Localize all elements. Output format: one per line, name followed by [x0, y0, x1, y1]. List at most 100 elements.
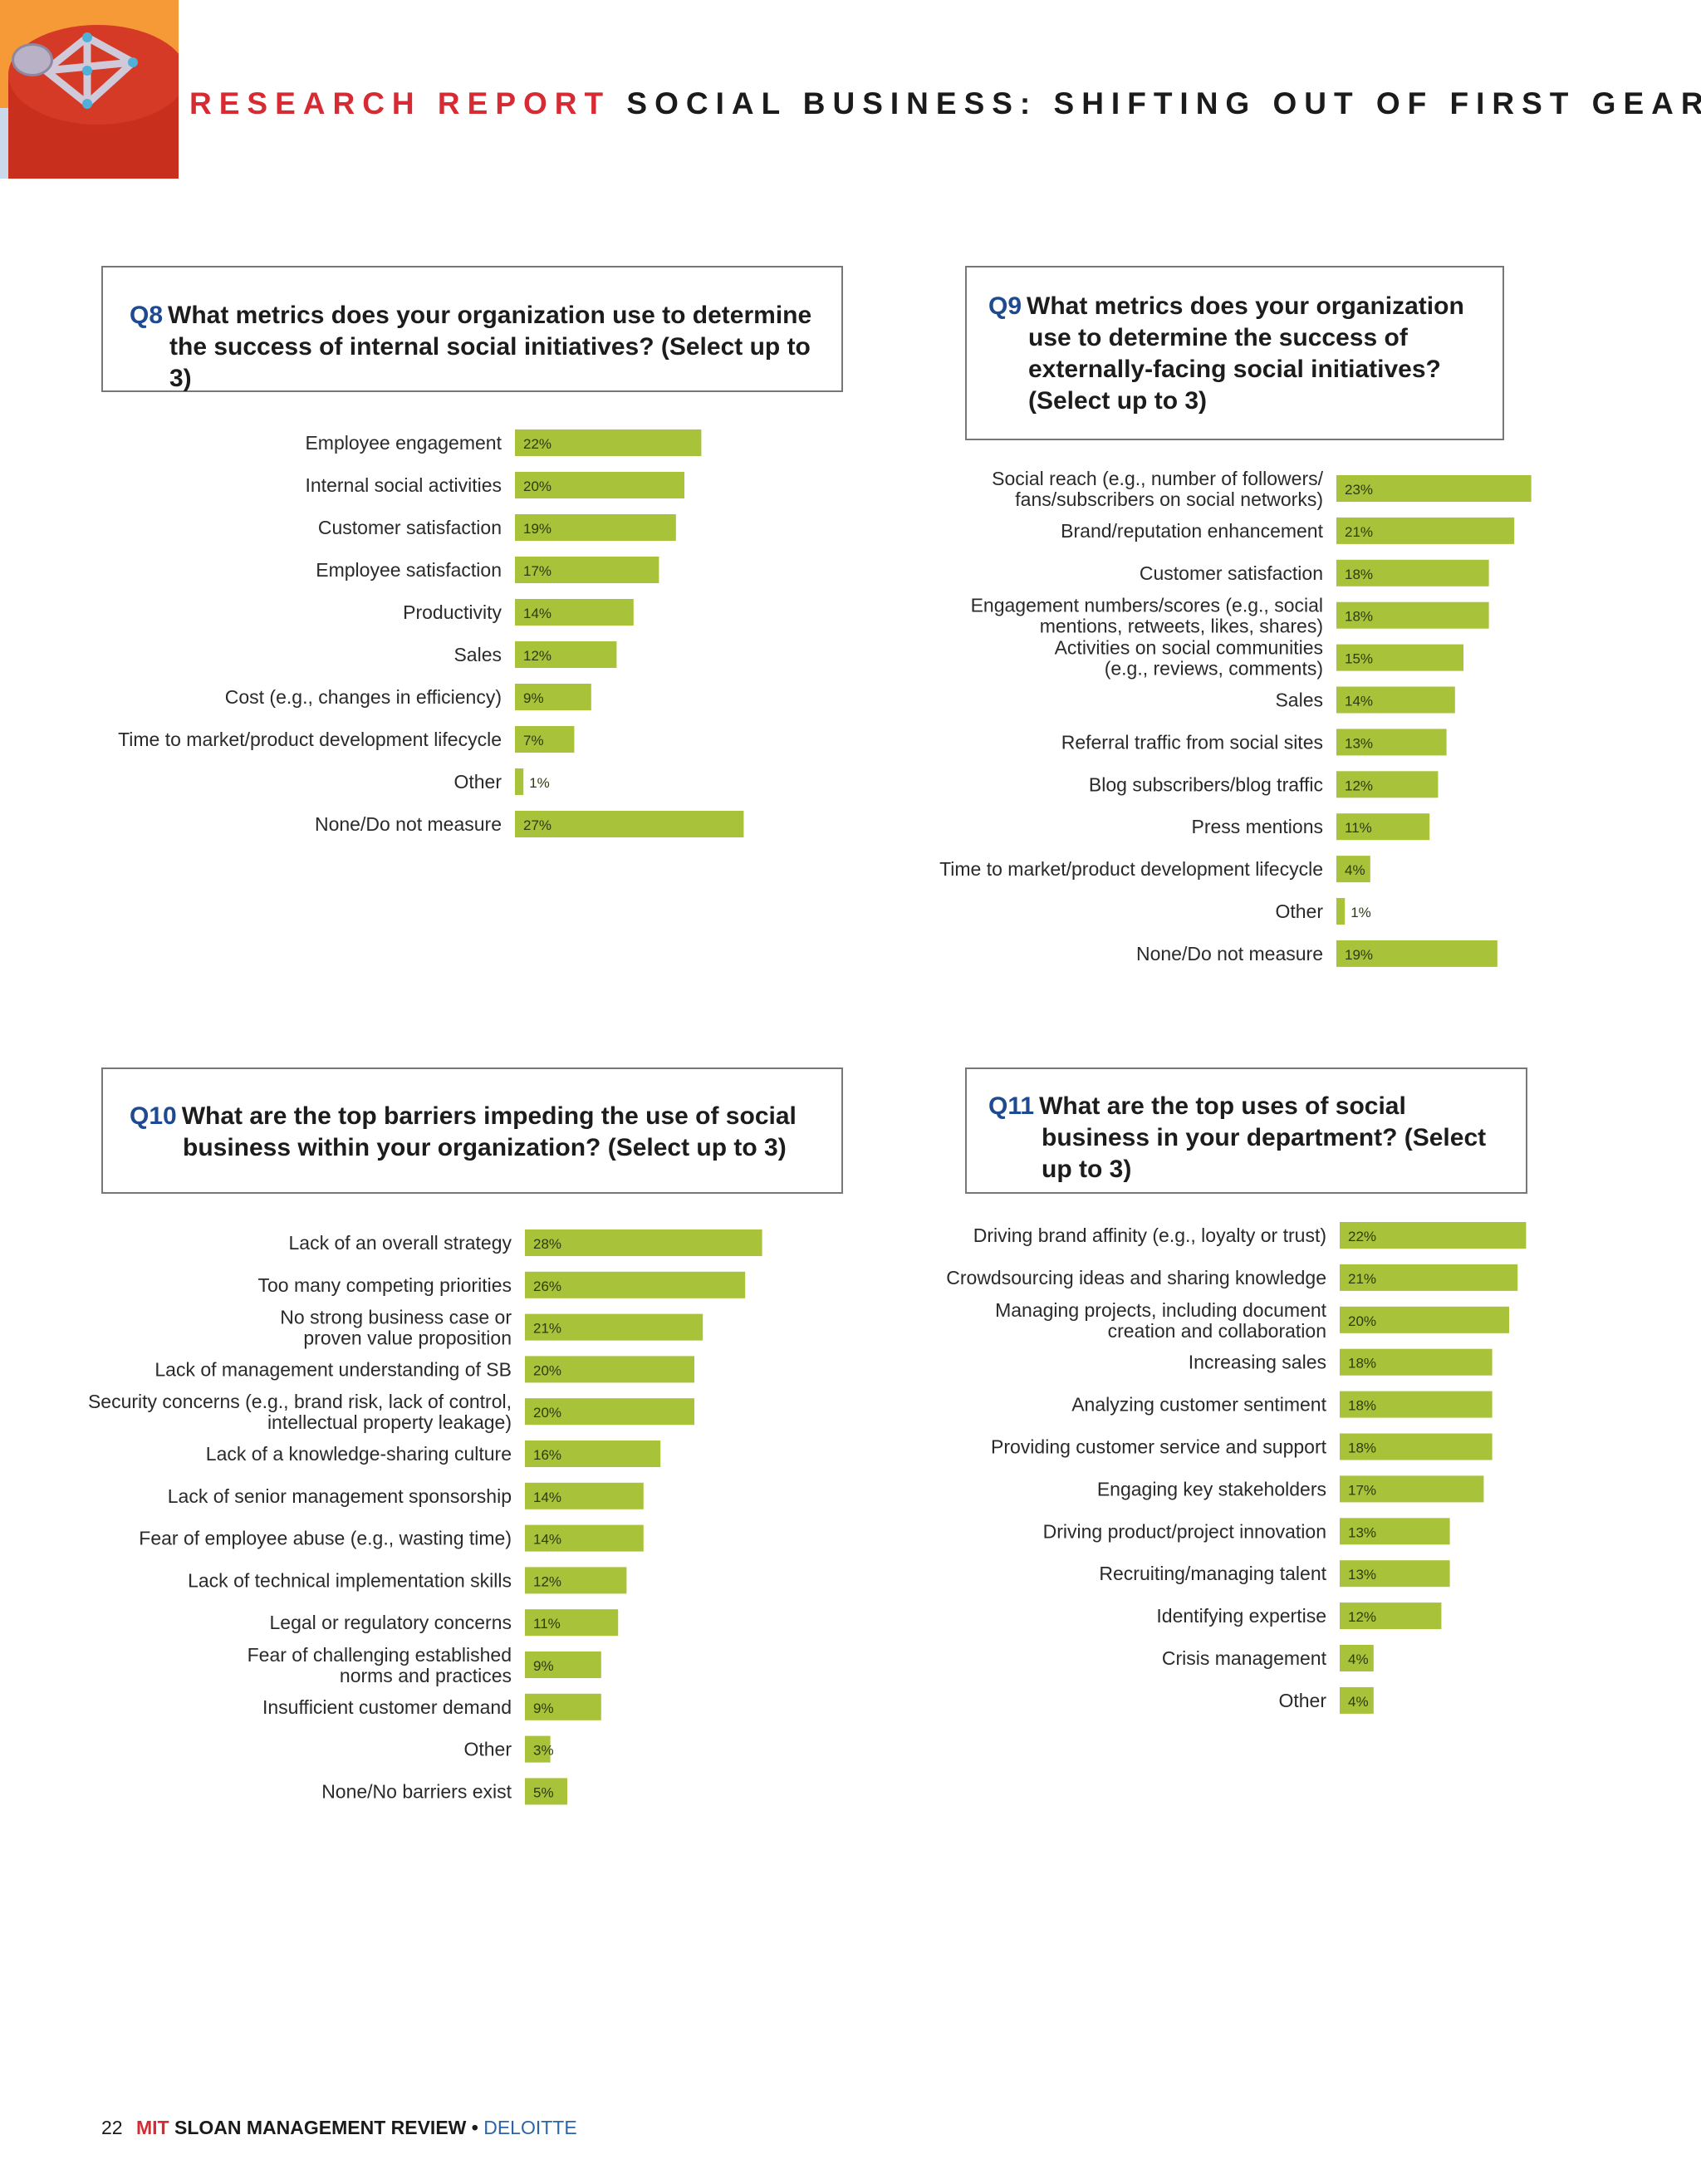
- bar-value-label: 3%: [533, 1743, 554, 1759]
- footer-partner: DELOITTE: [483, 2117, 577, 2138]
- category-label: No strong business case or proven value p…: [280, 1307, 512, 1349]
- category-label: Activities on social communities (e.g., r…: [1055, 637, 1323, 680]
- bar: [525, 1482, 644, 1509]
- bar: [1340, 1645, 1374, 1671]
- category-label: Lack of technical implementation skills: [188, 1569, 512, 1591]
- bar-value-label: 21%: [1345, 524, 1373, 540]
- question-box-q11: [965, 1067, 1527, 1194]
- category-label: Driving brand affinity (e.g., loyalty or…: [973, 1225, 1326, 1246]
- category-label: Lack of a knowledge-sharing culture: [206, 1443, 512, 1465]
- bar-value-label: 20%: [1348, 1313, 1376, 1329]
- question-number: Q10: [130, 1102, 177, 1130]
- category-label: Internal social activities: [306, 474, 502, 496]
- bar-value-label: 16%: [533, 1447, 561, 1463]
- bar-value-label: 19%: [523, 521, 551, 537]
- category-label: Fear of challenging established norms and…: [248, 1644, 512, 1686]
- bar-value-label: 4%: [1348, 1694, 1369, 1710]
- bar-value-label: 21%: [533, 1321, 561, 1337]
- category-label: Engaging key stakeholders: [1097, 1478, 1326, 1499]
- category-label: Managing projects, including document cre…: [995, 1299, 1327, 1342]
- bar-value-label: 14%: [533, 1490, 561, 1505]
- category-label: Cost (e.g., changes in efficiency): [225, 686, 502, 708]
- category-label: Other: [1278, 1690, 1326, 1711]
- bar-value-label: 15%: [1345, 651, 1373, 667]
- category-label: Providing customer service and support: [991, 1436, 1327, 1458]
- bar: [1336, 601, 1489, 629]
- bar-value-label: 12%: [533, 1573, 561, 1589]
- category-label: Too many competing priorities: [257, 1274, 512, 1296]
- bar: [1340, 1348, 1493, 1376]
- bar: [515, 641, 617, 668]
- bar: [1336, 475, 1532, 502]
- bar-value-label: 26%: [533, 1278, 561, 1294]
- bar-value-label: 12%: [1345, 778, 1373, 793]
- bar: [525, 1693, 601, 1720]
- bar-value-label: 18%: [1345, 609, 1373, 625]
- bar: [1336, 898, 1346, 925]
- question-box-q10: [101, 1067, 843, 1194]
- category-label: None/Do not measure: [315, 813, 502, 835]
- category-label: Analyzing customer sentiment: [1071, 1394, 1326, 1416]
- bar-value-label: 22%: [523, 436, 551, 452]
- bar: [1336, 686, 1455, 714]
- header-report-title: SOCIAL BUSINESS: SHIFTING OUT OF FIRST G…: [626, 86, 1701, 120]
- bar: [515, 684, 591, 710]
- bar: [1340, 1602, 1442, 1630]
- bar: [515, 557, 659, 583]
- bar-value-label: 13%: [1345, 735, 1373, 751]
- bar-value-label: 20%: [533, 1405, 561, 1421]
- category-label: Legal or regulatory concerns: [270, 1612, 512, 1633]
- question-box-q9: [965, 266, 1504, 440]
- chart-q11: 22% Driving brand affinity (e.g., loyalty…: [946, 1222, 1527, 1714]
- bar: [525, 1735, 551, 1763]
- bar-value-label: 14%: [1345, 694, 1373, 709]
- bar: [1336, 771, 1439, 798]
- bar-value-label: 17%: [1348, 1482, 1376, 1498]
- logo-drum-cap: [12, 43, 53, 76]
- network-icon: [42, 32, 138, 109]
- category-label: Press mentions: [1191, 816, 1323, 837]
- question-label: What metrics does your organization use …: [1027, 292, 1464, 415]
- page-footer: 22 MIT SLOAN MANAGEMENT REVIEW • DELOITT…: [101, 2117, 577, 2139]
- category-label: None/Do not measure: [1136, 943, 1323, 964]
- question-text-q8: Q8 What metrics does your organization us…: [130, 300, 827, 395]
- category-label: Security concerns (e.g., brand risk, lac…: [88, 1391, 512, 1433]
- bar: [515, 429, 702, 456]
- bar: [1336, 940, 1498, 967]
- bar: [525, 1778, 567, 1805]
- category-label: Time to market/product development lifec…: [118, 729, 502, 750]
- category-label: Recruiting/managing talent: [1099, 1563, 1326, 1584]
- bar-value-label: 4%: [1345, 862, 1365, 878]
- bar-value-label: 22%: [1348, 1229, 1376, 1244]
- bar: [515, 599, 634, 626]
- category-label: Customer satisfaction: [1140, 562, 1323, 584]
- bar: [1336, 729, 1447, 756]
- question-text-q10: Q10 What are the top barriers impeding th…: [130, 1101, 827, 1164]
- question-label: What metrics does your organization use …: [168, 302, 812, 392]
- bar: [1336, 517, 1515, 544]
- bar: [525, 1567, 627, 1594]
- question-number: Q9: [988, 292, 1022, 320]
- category-label: Employee satisfaction: [316, 559, 502, 581]
- category-label: Time to market/product development lifec…: [939, 858, 1323, 880]
- bar-value-label: 5%: [533, 1784, 554, 1800]
- bar: [1340, 1433, 1493, 1460]
- bar-value-label: 28%: [533, 1236, 561, 1252]
- bar: [525, 1651, 601, 1678]
- bar: [1340, 1560, 1450, 1588]
- bar-value-label: 18%: [1348, 1440, 1376, 1456]
- category-label: Blog subscribers/blog traffic: [1089, 773, 1323, 795]
- category-label: Increasing sales: [1189, 1352, 1326, 1373]
- category-label: Crisis management: [1162, 1647, 1327, 1669]
- bar: [525, 1229, 762, 1256]
- category-label: Employee engagement: [305, 432, 502, 454]
- bar-value-label: 21%: [1348, 1271, 1376, 1287]
- category-label: Customer satisfaction: [318, 517, 502, 538]
- question-box-q8: [101, 266, 843, 392]
- bar: [1340, 1222, 1527, 1249]
- bar: [1340, 1306, 1509, 1333]
- bar: [515, 726, 575, 753]
- bar: [525, 1313, 703, 1341]
- category-label: Sales: [1275, 690, 1323, 711]
